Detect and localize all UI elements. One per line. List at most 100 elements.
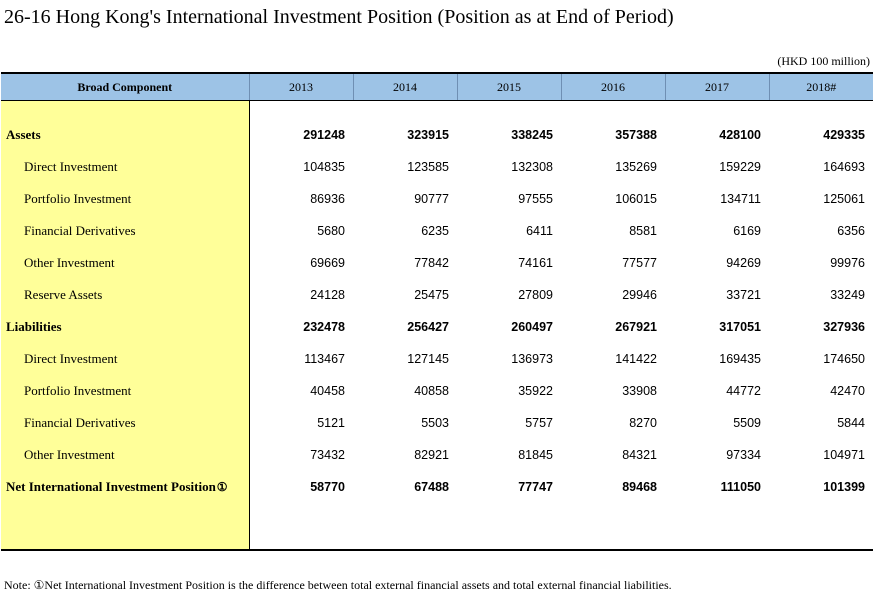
investment-position-table: Broad Component 2013 2014 2015 2016 2017… xyxy=(1,72,873,551)
table-cell: 77842 xyxy=(414,256,449,270)
table-cell: 428100 xyxy=(719,128,761,142)
table-cell: 111050 xyxy=(720,480,761,494)
header-row: Broad Component 2013 2014 2015 2016 2017… xyxy=(1,72,873,101)
table-cell: 5121 xyxy=(317,416,345,430)
footnote: Note: ①Net International Investment Posi… xyxy=(4,578,672,592)
column-header-year: 2015 xyxy=(457,72,562,101)
table-cell: 67488 xyxy=(414,480,449,494)
table-cell: 174650 xyxy=(823,352,865,366)
row-label: Direct Investment xyxy=(1,151,250,183)
table-cell: 5680 xyxy=(317,224,345,238)
table-cell: 5757 xyxy=(525,416,553,430)
table-cell: 77747 xyxy=(518,480,553,494)
table-cell: 327936 xyxy=(823,320,865,334)
table-cell: 132308 xyxy=(511,160,553,174)
table-cell: 5844 xyxy=(837,416,865,430)
table-row: Other Investment 73432 82921 81845 84321… xyxy=(1,439,873,471)
table-cell: 24128 xyxy=(310,288,345,302)
table-row: Financial Derivatives 5121 5503 5757 827… xyxy=(1,407,873,439)
page-title: 26-16 Hong Kong's International Investme… xyxy=(4,6,674,28)
table-cell: 25475 xyxy=(414,288,449,302)
row-label: Financial Derivatives xyxy=(1,215,250,247)
row-label: Direct Investment xyxy=(1,343,250,375)
table-row: Portfolio Investment 86936 90777 97555 1… xyxy=(1,183,873,215)
table-cell: 141422 xyxy=(615,352,657,366)
table-cell: 134711 xyxy=(720,192,761,206)
table-cell: 99976 xyxy=(830,256,865,270)
table-cell: 317051 xyxy=(719,320,761,334)
unit-label: (HKD 100 million) xyxy=(777,54,870,68)
row-label: Portfolio Investment xyxy=(1,375,250,407)
row-label: Portfolio Investment xyxy=(1,183,250,215)
column-header-year: 2014 xyxy=(353,72,458,101)
table-cell: 135269 xyxy=(615,160,657,174)
table-cell: 73432 xyxy=(310,448,345,462)
label-cell xyxy=(1,100,250,119)
row-label: Financial Derivatives xyxy=(1,407,250,439)
column-header-year: 2017 xyxy=(665,72,770,101)
column-header-component: Broad Component xyxy=(1,72,250,101)
table-cell: 256427 xyxy=(407,320,449,334)
column-header-year: 2018# xyxy=(769,72,873,101)
table-cell: 6356 xyxy=(837,224,865,238)
table-cell: 429335 xyxy=(823,128,865,142)
spacer-row xyxy=(1,503,873,551)
table-cell: 6411 xyxy=(526,224,553,238)
table-row: Financial Derivatives 5680 6235 6411 858… xyxy=(1,215,873,247)
row-label-text: Net International Investment Position xyxy=(6,479,216,494)
table-cell: 86936 xyxy=(310,192,345,206)
table-row: Direct Investment 113467 127145 136973 1… xyxy=(1,343,873,375)
row-label: Other Investment xyxy=(1,439,250,471)
table-cell: 232478 xyxy=(303,320,345,334)
table-cell: 33721 xyxy=(726,288,761,302)
table-row: Direct Investment 104835 123585 132308 1… xyxy=(1,151,873,183)
row-label: Liabilities xyxy=(1,311,250,343)
table-cell: 6235 xyxy=(421,224,449,238)
table-cell: 82921 xyxy=(414,448,449,462)
row-label: Reserve Assets xyxy=(1,279,250,311)
table-row: Other Investment 69669 77842 74161 77577… xyxy=(1,247,873,279)
table-cell: 29946 xyxy=(622,288,657,302)
table-cell: 127145 xyxy=(407,352,449,366)
table-cell: 267921 xyxy=(615,320,657,334)
table-cell: 77577 xyxy=(622,256,657,270)
table-row-net-position: Net International Investment Position① 5… xyxy=(1,471,873,503)
table-cell: 35922 xyxy=(518,384,553,398)
table-cell: 42470 xyxy=(830,384,865,398)
table-cell: 74161 xyxy=(518,256,553,270)
table-cell: 89468 xyxy=(622,480,657,494)
table-cell: 101399 xyxy=(823,480,865,494)
table-cell: 159229 xyxy=(719,160,761,174)
table-cell: 6169 xyxy=(733,224,761,238)
table-cell: 5503 xyxy=(421,416,449,430)
table-cell: 40858 xyxy=(414,384,449,398)
table-row: Reserve Assets 24128 25475 27809 29946 3… xyxy=(1,279,873,311)
table-cell: 8270 xyxy=(629,416,657,430)
table-cell: 27809 xyxy=(518,288,553,302)
table-cell: 123585 xyxy=(407,160,449,174)
table-row-liabilities: Liabilities 232478 256427 260497 267921 … xyxy=(1,311,873,343)
label-cell xyxy=(1,503,250,551)
table-cell: 8581 xyxy=(629,224,657,238)
table-cell: 90777 xyxy=(414,192,449,206)
table-cell: 40458 xyxy=(310,384,345,398)
table-cell: 33249 xyxy=(830,288,865,302)
table-cell: 323915 xyxy=(407,128,449,142)
table-cell: 164693 xyxy=(823,160,865,174)
table-cell: 33908 xyxy=(622,384,657,398)
table-cell: 357388 xyxy=(615,128,657,142)
table-cell: 291248 xyxy=(303,128,345,142)
table-cell: 104971 xyxy=(823,448,865,462)
row-label: Net International Investment Position① xyxy=(1,471,250,503)
table-cell: 97334 xyxy=(726,448,761,462)
footnote-marker: ① xyxy=(216,480,228,494)
table-cell: 97555 xyxy=(518,192,553,206)
table-cell: 81845 xyxy=(518,448,553,462)
table-cell: 338245 xyxy=(511,128,553,142)
spacer-row xyxy=(1,100,873,119)
table-row: Portfolio Investment 40458 40858 35922 3… xyxy=(1,375,873,407)
table-cell: 58770 xyxy=(310,480,345,494)
table-cell: 84321 xyxy=(622,448,657,462)
table-cell: 69669 xyxy=(310,256,345,270)
row-label: Assets xyxy=(1,119,250,151)
